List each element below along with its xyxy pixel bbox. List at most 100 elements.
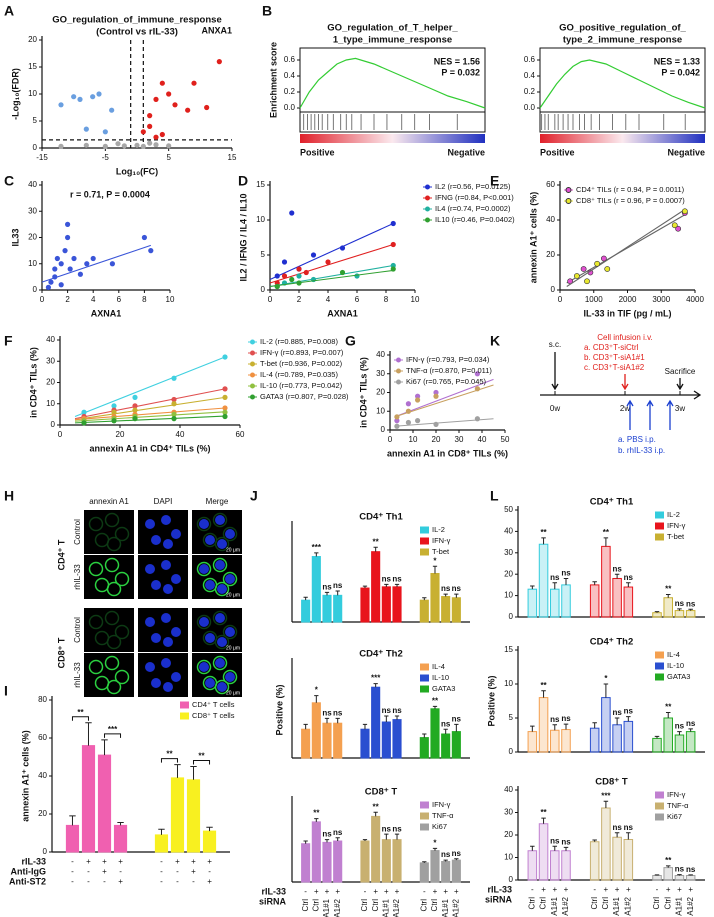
legend-label: CD4⁺ T cells xyxy=(192,700,235,709)
point xyxy=(58,261,64,267)
y-tick-label: 10 xyxy=(504,679,513,688)
annexin-signal xyxy=(222,526,238,542)
bar xyxy=(430,573,440,623)
error-bar xyxy=(117,822,124,826)
point xyxy=(289,210,295,216)
point xyxy=(77,96,83,102)
y-tick-label: 0.6 xyxy=(524,55,536,64)
bar xyxy=(333,722,343,759)
bar xyxy=(65,824,80,853)
fit-line xyxy=(74,407,226,421)
nucleus xyxy=(171,574,181,584)
condition-value: - xyxy=(364,887,367,896)
y-tick-label: 0 xyxy=(33,143,38,152)
legend-label: IFN-γ xyxy=(667,521,686,530)
error-bar xyxy=(384,583,389,587)
bar xyxy=(81,745,96,853)
y-tick-label: 50 xyxy=(504,505,513,514)
nucleus xyxy=(215,658,225,668)
error-bar xyxy=(592,722,597,729)
x-tick-label: 20 xyxy=(116,430,125,439)
point xyxy=(45,284,52,290)
y-tick-label: 20 xyxy=(28,35,37,44)
legend-label: IFNG (r=0.84, P<0.001) xyxy=(435,193,514,202)
error-bar xyxy=(541,817,546,824)
enrichment-curve xyxy=(539,59,706,109)
condition-value: Ctrl xyxy=(371,899,380,912)
error-bar xyxy=(373,811,378,817)
point xyxy=(474,386,480,392)
error-bar xyxy=(654,874,660,876)
error-bar xyxy=(324,591,330,596)
y-axis-label: Positive (%) xyxy=(274,684,284,735)
error-bar xyxy=(552,582,558,590)
group-label: CD8⁺ T xyxy=(56,637,66,668)
micrograph-image xyxy=(84,608,134,652)
condition-value: A1#2 xyxy=(561,896,570,915)
annexin-signal xyxy=(106,634,122,650)
y-tick-label: 0.4 xyxy=(524,71,536,80)
legend-marker xyxy=(425,217,430,223)
x-tick-label: 6 xyxy=(117,295,122,304)
fit-line xyxy=(74,396,226,421)
error-bar xyxy=(303,840,308,844)
point xyxy=(296,273,302,279)
condition-value: - xyxy=(176,877,179,886)
nucleus xyxy=(225,672,235,682)
error-bar xyxy=(190,766,197,780)
significance: ** xyxy=(665,585,672,594)
y-axis-label: Positive (%) xyxy=(486,675,496,726)
condition-value: + xyxy=(86,857,91,866)
point xyxy=(111,418,117,424)
bracket-label: ** xyxy=(166,750,173,759)
legend-marker xyxy=(250,350,255,356)
chart-title: (Control vs rIL-33) xyxy=(96,27,178,38)
bar xyxy=(663,867,673,881)
column-header: DAPI xyxy=(154,497,173,506)
legend-label: IL-4 xyxy=(432,662,445,671)
annotation: NES = 1.56 xyxy=(434,56,480,66)
error-bar xyxy=(206,826,213,832)
y-tick-label: 10 xyxy=(504,591,513,600)
condition-value: + xyxy=(118,857,123,866)
legend-swatch xyxy=(655,813,664,821)
bar xyxy=(601,545,611,618)
scale-bar: 20 μm xyxy=(226,592,240,598)
point xyxy=(171,416,177,422)
point xyxy=(132,407,138,413)
point xyxy=(216,59,222,65)
column-header: Merge xyxy=(206,497,229,506)
error-bar xyxy=(541,537,546,545)
error-bar xyxy=(303,596,308,601)
point xyxy=(71,94,77,100)
error-bar xyxy=(563,846,569,851)
annexin-signal xyxy=(88,614,104,630)
point xyxy=(153,142,159,148)
bracket-label: *** xyxy=(108,725,118,734)
point xyxy=(394,418,400,424)
error-bar xyxy=(362,839,368,841)
error-bar xyxy=(654,611,660,613)
error-bar xyxy=(603,683,609,698)
point xyxy=(48,279,54,285)
y-axis-label: annexin A1⁺ cells (%) xyxy=(20,730,30,821)
fit-line xyxy=(74,411,226,422)
rank-end-label: Positive xyxy=(540,147,575,157)
panel-label: F xyxy=(4,333,13,349)
bar xyxy=(322,841,332,883)
x-axis-label: annexin A1 in CD8⁺ TILs (%) xyxy=(387,448,508,458)
fit-line xyxy=(41,244,151,283)
y-tick-label: 5 xyxy=(509,713,514,722)
point xyxy=(405,408,411,414)
x-tick-label: 1000 xyxy=(585,295,603,304)
significance: ns xyxy=(382,824,392,833)
panel-label: L xyxy=(490,488,499,504)
x-axis-label: Log₁₀(FC) xyxy=(116,166,158,176)
condition-value: Ctrl xyxy=(590,897,599,910)
significance: ** xyxy=(373,537,380,546)
condition-label: siRNA xyxy=(259,896,287,906)
error-bar xyxy=(688,728,693,732)
error-bar xyxy=(654,735,660,739)
legend-label: IL-4 xyxy=(667,650,680,659)
legend-label: IL-10 (r=0.773, P=0.042) xyxy=(260,381,343,390)
